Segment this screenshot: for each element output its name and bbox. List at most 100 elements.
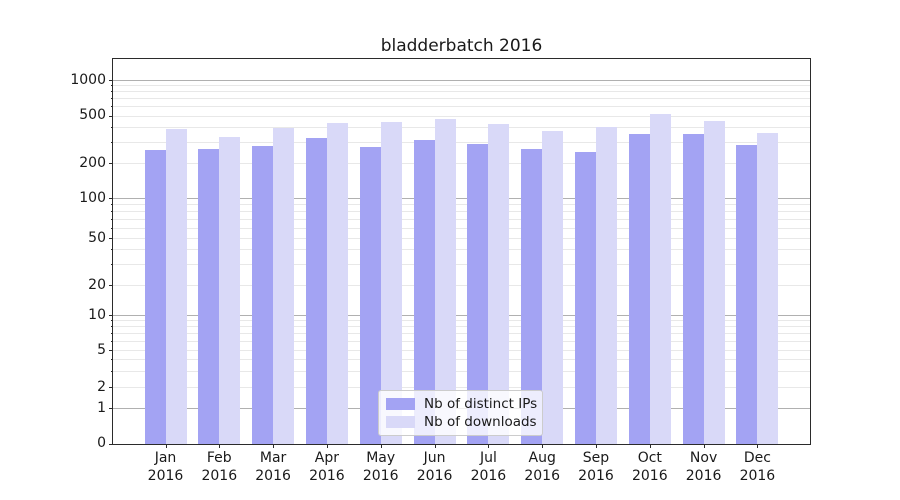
bar-distinct-ips	[359, 147, 381, 444]
bar-downloads	[434, 119, 456, 444]
bar-downloads	[273, 128, 295, 444]
x-tick-label: Feb 2016	[201, 450, 238, 484]
y-minor-tick-mark	[110, 85, 113, 87]
minor-gridline	[113, 115, 810, 117]
y-tick-label: 20	[88, 276, 106, 293]
x-tick-mark	[273, 444, 275, 448]
bar-distinct-ips	[252, 146, 274, 444]
x-tick-label: May 2016	[362, 450, 399, 484]
minor-gridline	[113, 238, 810, 239]
y-tick-label: 500	[79, 107, 106, 123]
chart-title: bladderbatch 2016	[380, 36, 543, 56]
x-tick-mark	[703, 444, 705, 448]
y-minor-tick-mark	[110, 238, 113, 239]
y-tick-label: 5	[97, 341, 106, 358]
y-minor-tick-mark	[110, 210, 113, 212]
minor-gridline	[113, 370, 810, 372]
y-minor-tick-mark	[110, 91, 113, 93]
bar-downloads	[488, 124, 510, 444]
y-minor-tick-mark	[110, 163, 113, 164]
minor-gridline	[113, 333, 810, 334]
x-tick-label: Sep 2016	[578, 450, 614, 484]
bar-distinct-ips	[575, 152, 596, 444]
bar-distinct-ips	[198, 149, 220, 444]
minor-gridline	[113, 326, 810, 328]
x-tick-mark	[165, 444, 167, 448]
bar-downloads	[757, 133, 779, 444]
y-minor-tick-mark	[110, 106, 113, 108]
minor-gridline	[113, 91, 810, 93]
x-tick-label: Dec 2016	[739, 450, 776, 484]
y-minor-tick-mark	[110, 264, 113, 266]
x-tick-mark	[649, 444, 651, 448]
legend-label: Nb of downloads	[424, 414, 537, 430]
y-tick-label: 200	[79, 154, 106, 171]
y-minor-tick-mark	[110, 98, 113, 100]
y-tick-label: 100	[79, 189, 106, 206]
y-tick-mark	[109, 443, 113, 445]
bar-downloads	[165, 128, 187, 444]
legend-row: Nb of distinct IPs	[386, 396, 538, 412]
minor-gridline	[113, 264, 810, 266]
minor-gridline	[113, 340, 810, 342]
y-tick-label: 2	[97, 378, 106, 395]
x-tick-mark	[434, 444, 436, 448]
bar-downloads	[703, 120, 725, 444]
x-tick-mark	[219, 444, 221, 448]
y-minor-tick-mark	[110, 218, 113, 220]
bar-downloads	[649, 114, 671, 444]
x-tick-label: Jun 2016	[416, 450, 453, 484]
minor-gridline	[113, 163, 810, 164]
bar-distinct-ips	[144, 149, 166, 444]
y-tick-mark	[109, 408, 113, 409]
x-tick-mark	[380, 444, 382, 448]
minor-gridline	[113, 210, 810, 212]
minor-gridline	[113, 85, 810, 87]
bar-distinct-ips	[628, 133, 650, 444]
bar-distinct-ips	[736, 145, 758, 444]
y-minor-tick-mark	[110, 127, 113, 129]
y-minor-tick-mark	[110, 326, 113, 328]
y-tick-label: 0	[97, 435, 106, 451]
y-minor-tick-mark	[110, 387, 113, 388]
bar-distinct-ips	[521, 148, 543, 444]
legend: Nb of distinct IPs Nb of downloads	[378, 390, 543, 436]
minor-gridline	[113, 106, 810, 108]
legend-swatch-downloads	[386, 416, 415, 428]
x-tick-mark	[757, 444, 759, 448]
y-minor-tick-mark	[110, 333, 113, 334]
legend-row: Nb of downloads	[386, 414, 537, 430]
bar-distinct-ips	[305, 138, 327, 444]
y-minor-tick-mark	[110, 142, 113, 143]
minor-gridline	[113, 142, 810, 143]
minor-gridline	[113, 218, 810, 220]
bar-distinct-ips	[413, 139, 435, 444]
y-tick-label: 1000	[70, 71, 106, 88]
minor-gridline	[113, 127, 810, 129]
x-tick-mark	[326, 444, 328, 448]
y-minor-tick-mark	[110, 370, 113, 372]
minor-gridline	[113, 320, 810, 322]
x-tick-label: Aug 2016	[524, 450, 560, 484]
y-minor-tick-mark	[110, 285, 113, 286]
y-minor-tick-mark	[110, 115, 113, 117]
x-tick-label: Apr 2016	[309, 450, 345, 484]
minor-gridline	[113, 204, 810, 206]
legend-label: Nb of distinct IPs	[424, 396, 538, 412]
minor-gridline	[113, 350, 810, 351]
bar-distinct-ips	[682, 134, 704, 444]
y-minor-tick-mark	[110, 359, 113, 360]
x-tick-label: Jan 2016	[147, 450, 184, 484]
y-tick-label: 1	[97, 399, 106, 416]
minor-gridline	[113, 387, 810, 388]
y-minor-tick-mark	[110, 350, 113, 351]
major-gridline	[113, 315, 810, 316]
x-tick-mark	[542, 444, 544, 448]
major-gridline	[113, 80, 810, 81]
minor-gridline	[113, 227, 810, 229]
y-tick-mark	[109, 315, 113, 316]
minor-gridline	[113, 359, 810, 360]
y-tick-label: 10	[88, 306, 106, 323]
y-tick-mark	[109, 80, 113, 81]
